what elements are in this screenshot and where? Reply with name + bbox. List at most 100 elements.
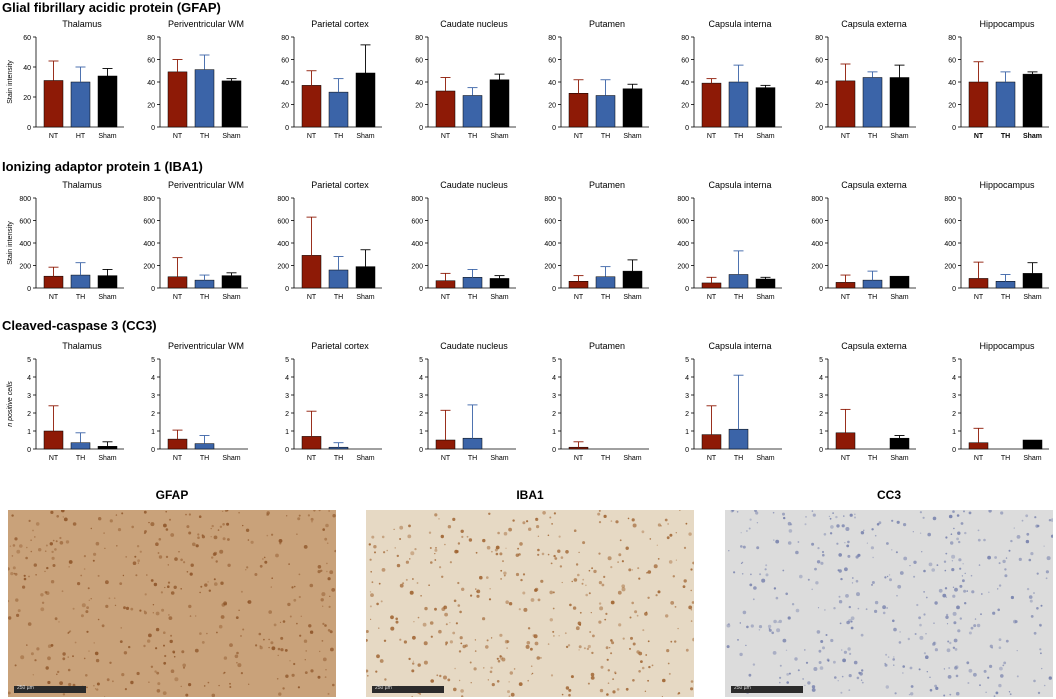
stained-cell [973, 672, 977, 677]
stained-cell [156, 689, 161, 693]
stained-cell [570, 675, 574, 679]
stained-cell [998, 646, 1002, 649]
stained-cell [332, 683, 335, 687]
stained-cell [946, 648, 951, 653]
stained-cell [16, 613, 20, 617]
y-tick-label: 1 [552, 429, 556, 436]
stained-cell [475, 588, 477, 590]
stained-cell [561, 581, 563, 584]
stained-cell [1026, 532, 1030, 536]
stained-cell [688, 605, 693, 610]
stained-cell [573, 529, 577, 532]
stained-cell [409, 590, 414, 595]
y-tick-label: 0 [819, 125, 823, 132]
stained-cell [489, 588, 491, 590]
stained-cell [632, 642, 636, 646]
stained-cell [758, 625, 763, 629]
stained-cell [422, 622, 427, 627]
stained-cell [968, 668, 973, 673]
stained-cell [121, 512, 124, 515]
stained-cell [683, 546, 687, 549]
stained-cell [279, 621, 282, 623]
stained-cell [1004, 568, 1007, 571]
stained-cell [632, 679, 635, 682]
stained-cell [104, 547, 106, 549]
stained-cell [578, 551, 580, 554]
stained-cell [933, 622, 935, 624]
stained-cell [23, 577, 27, 581]
stained-cell [445, 641, 448, 645]
y-tick-label: 200 [811, 264, 823, 271]
stained-cell [605, 646, 609, 650]
stained-cell [368, 543, 371, 546]
stained-cell [795, 550, 799, 555]
stained-cell [898, 641, 902, 644]
stained-cell [549, 590, 553, 595]
y-tick-label: 3 [819, 393, 823, 400]
stained-cell [490, 666, 493, 669]
stained-cell [661, 696, 663, 697]
stained-cell [211, 524, 214, 528]
stained-cell [173, 651, 175, 654]
stained-cell [285, 674, 289, 678]
y-tick-label: 0 [285, 286, 289, 293]
stained-cell [26, 546, 28, 549]
stained-cell [486, 545, 491, 550]
y-tick-label: 400 [19, 241, 31, 248]
stained-cell [489, 670, 493, 674]
stained-cell [591, 651, 594, 655]
stained-cell [276, 678, 279, 680]
stained-cell [847, 540, 850, 544]
stained-cell [208, 589, 211, 592]
stained-cell [386, 549, 388, 552]
stained-cell [552, 630, 555, 633]
stained-cell [34, 536, 36, 538]
stained-cell [236, 661, 238, 664]
stained-cell [788, 672, 791, 675]
stained-cell [767, 624, 772, 629]
stained-cell [449, 640, 453, 644]
stained-cell [963, 589, 967, 593]
stained-cell [326, 570, 328, 573]
stained-cell [162, 691, 167, 695]
stained-cell [59, 536, 62, 540]
stained-cell [304, 671, 308, 674]
stained-cell [835, 515, 838, 519]
stained-cell [469, 661, 472, 664]
stained-cell [161, 608, 165, 612]
stained-cell [447, 525, 452, 529]
stained-cell [590, 676, 595, 680]
stained-cell [366, 669, 369, 673]
stained-cell [1048, 519, 1052, 522]
stained-cell [822, 553, 825, 557]
stained-cell [430, 561, 433, 564]
stained-cell [1039, 648, 1042, 651]
stained-cell [517, 547, 519, 550]
stained-cell [956, 514, 960, 517]
y-tick-label: 4 [27, 375, 31, 382]
stained-cell [957, 629, 961, 633]
stained-cell [611, 641, 615, 645]
bar-th [70, 274, 91, 289]
stained-cell [185, 693, 189, 697]
stained-cell [435, 547, 437, 549]
stained-cell [1050, 518, 1053, 522]
stained-cell [34, 659, 37, 662]
stained-cell [441, 575, 444, 578]
stained-cell [383, 639, 387, 642]
stained-cell [886, 575, 889, 578]
stained-cell [262, 558, 264, 560]
x-tick-label: Sham [98, 133, 116, 140]
stained-cell [186, 571, 189, 573]
stained-cell [749, 583, 753, 587]
stained-cell [119, 640, 123, 643]
stained-cell [1036, 607, 1039, 610]
x-tick-label: NT [574, 294, 584, 301]
stained-cell [434, 607, 437, 611]
stained-cell [67, 668, 71, 672]
bar-th [194, 279, 215, 289]
stained-cell [759, 573, 762, 576]
stained-cell [475, 551, 478, 554]
stained-cell [221, 603, 226, 607]
